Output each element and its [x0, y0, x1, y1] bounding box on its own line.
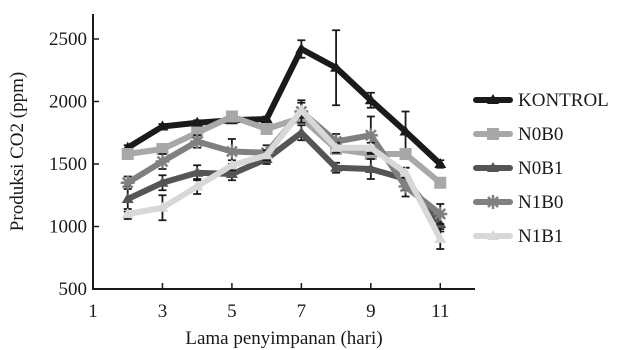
series-kontrol [121, 29, 447, 169]
data-point [434, 158, 447, 168]
data-point [224, 144, 239, 159]
legend-label: N1B0 [518, 192, 563, 213]
series-line [124, 107, 444, 242]
data-point [120, 175, 135, 190]
data-point [363, 128, 378, 143]
series-layer [120, 29, 448, 250]
x-axis-title: Lama penyimpanan (hari) [185, 328, 382, 349]
data-point [434, 233, 447, 243]
data-point [260, 149, 273, 160]
legend-marker [487, 162, 499, 172]
series-n1b1 [121, 101, 447, 250]
data-point [225, 159, 238, 170]
y-tick-label: 1500 [49, 154, 87, 175]
data-point [156, 176, 169, 187]
legend-marker [487, 230, 499, 240]
legend-item: KONTROL [473, 90, 609, 111]
legend-label: KONTROL [518, 90, 609, 111]
legend-item: N1B0 [473, 192, 563, 213]
data-point [191, 180, 204, 191]
legend-marker [487, 128, 499, 140]
x-tick-label: 7 [297, 301, 307, 322]
series-line [124, 129, 444, 227]
data-point [434, 176, 447, 189]
data-point [330, 161, 343, 172]
data-point [330, 61, 343, 72]
y-tick-label: 2000 [49, 92, 87, 113]
y-tick-label: 2500 [49, 29, 87, 50]
data-point [295, 104, 308, 115]
legend: KONTROL N0B0 N0B1 N1B0 N1B1 [473, 90, 609, 247]
data-point [364, 141, 377, 152]
data-point [364, 94, 377, 105]
data-point [121, 208, 134, 218]
data-point [155, 154, 170, 169]
data-point [121, 148, 134, 160]
data-point [156, 120, 169, 131]
x-tick-label: 11 [431, 301, 449, 322]
tick-labels: 500 1000 1500 2000 2500 1 3 5 7 9 11 [49, 29, 449, 322]
legend-label: N1B1 [518, 226, 563, 247]
data-point [330, 141, 343, 152]
data-point [191, 116, 204, 127]
data-point [260, 113, 273, 123]
y-tick-label: 1000 [49, 217, 87, 238]
data-point [399, 148, 412, 160]
x-tick-label: 9 [366, 301, 376, 322]
legend-marker [486, 195, 500, 209]
data-point [329, 134, 344, 149]
data-point [399, 166, 412, 177]
data-point [225, 168, 238, 178]
legend-marker [487, 94, 499, 104]
legend-label: N0B0 [518, 124, 563, 145]
legend-item: N0B1 [473, 158, 563, 179]
data-point [295, 43, 308, 53]
data-point [225, 110, 238, 123]
legend-label: N0B1 [518, 158, 563, 179]
data-point [190, 134, 205, 149]
series-line [124, 46, 444, 167]
data-point [398, 179, 413, 194]
y-axis-title: Produksi CO2 (ppm) [7, 72, 28, 231]
data-point [433, 207, 448, 221]
data-point [260, 123, 273, 135]
legend-item: N0B0 [473, 124, 563, 145]
data-point [399, 125, 412, 136]
data-point [156, 143, 169, 155]
data-point [295, 126, 308, 137]
y-tick-label: 500 [59, 279, 88, 300]
series-line [124, 113, 444, 186]
data-point [364, 163, 377, 173]
data-point [121, 193, 134, 203]
x-tick-label: 3 [158, 301, 168, 322]
data-point [191, 166, 204, 177]
data-point [156, 201, 169, 212]
legend-item: N1B1 [473, 226, 563, 247]
axes [92, 14, 475, 290]
x-tick-label: 5 [227, 301, 237, 322]
x-tick-label: 1 [88, 301, 98, 322]
